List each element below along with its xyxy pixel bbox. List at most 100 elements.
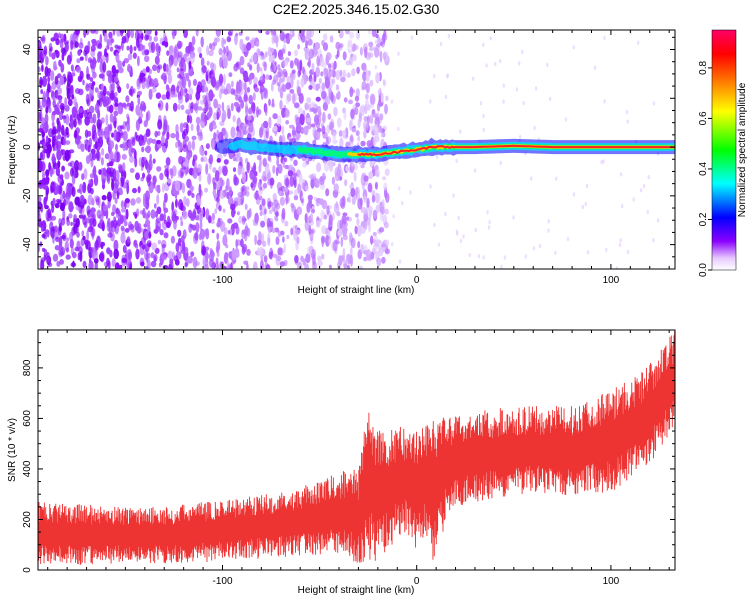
noise-blob <box>218 73 224 85</box>
noise-blob <box>267 265 271 269</box>
noise-speck <box>625 109 629 115</box>
noise-blob <box>194 261 200 266</box>
noise-blob <box>102 97 108 108</box>
noise-blob <box>333 60 337 70</box>
noise-blob <box>92 124 97 137</box>
noise-blob <box>332 131 337 141</box>
noise-speck <box>521 49 524 54</box>
noise-blob <box>341 255 345 262</box>
noise-blob <box>373 124 379 136</box>
noise-blob <box>74 30 80 36</box>
noise-blob <box>191 193 195 198</box>
noise-blob <box>375 72 380 84</box>
noise-blob <box>208 49 214 57</box>
noise-blob <box>335 54 339 60</box>
noise-blob <box>372 209 378 219</box>
noise-blob <box>296 236 300 244</box>
noise-blob <box>130 30 135 39</box>
noise-blob <box>109 46 114 52</box>
noise-blob <box>234 252 240 258</box>
noise-speck <box>538 243 542 249</box>
noise-blob <box>289 88 295 94</box>
noise-blob <box>230 102 234 112</box>
noise-blob <box>156 194 160 205</box>
noise-blob <box>230 126 236 139</box>
noise-blob <box>87 57 92 64</box>
noise-blob <box>50 185 53 194</box>
noise-blob <box>135 248 140 260</box>
noise-blob <box>165 63 169 73</box>
noise-blob <box>196 131 203 137</box>
noise-speck <box>637 40 640 45</box>
noise-blob <box>119 30 124 37</box>
noise-blob <box>252 53 257 63</box>
noise-blob <box>137 119 143 124</box>
noise-blob <box>289 60 294 69</box>
noise-blob <box>379 50 383 63</box>
noise-blob <box>113 239 119 252</box>
noise-blob <box>273 34 279 44</box>
noise-blob <box>263 182 268 189</box>
noise-blob <box>242 70 248 79</box>
noise-blob <box>108 152 114 164</box>
noise-blob <box>240 99 245 109</box>
noise-blob <box>252 261 258 269</box>
noise-blob <box>227 108 231 120</box>
noise-blob <box>256 154 262 161</box>
noise-blob <box>177 95 184 104</box>
noise-blob <box>79 56 84 61</box>
noise-blob <box>52 110 57 116</box>
noise-blob <box>104 131 109 139</box>
noise-speck <box>409 190 412 195</box>
noise-speck <box>519 134 522 140</box>
noise-blob <box>163 212 167 222</box>
noise-blob <box>121 177 124 187</box>
noise-blob <box>98 97 103 108</box>
noise-blob <box>272 125 278 132</box>
noise-blob <box>307 38 313 46</box>
noise-blob <box>264 208 267 215</box>
noise-blob <box>263 92 267 99</box>
noise-blob <box>83 110 87 114</box>
noise-blob <box>157 64 163 70</box>
noise-blob <box>248 74 253 85</box>
noise-speck <box>472 76 475 81</box>
noise-blob <box>90 188 94 195</box>
noise-blob <box>125 208 129 220</box>
noise-blob <box>72 260 75 268</box>
noise-blob <box>159 229 164 236</box>
noise-blob <box>188 61 192 70</box>
noise-blob <box>239 156 243 165</box>
noise-blob <box>90 63 95 70</box>
noise-blob <box>372 113 378 118</box>
noise-blob <box>65 254 71 260</box>
noise-blob <box>274 227 280 233</box>
noise-blob <box>295 229 301 235</box>
noise-blob <box>351 68 356 77</box>
noise-blob <box>242 129 248 136</box>
noise-blob <box>316 55 320 67</box>
noise-blob <box>197 46 202 54</box>
noise-blob <box>310 175 314 180</box>
noise-blob <box>336 117 342 128</box>
noise-speck <box>368 30 371 35</box>
noise-blob <box>239 55 245 66</box>
noise-blob <box>335 200 339 210</box>
noise-blob <box>271 206 276 212</box>
noise-blob <box>111 132 114 138</box>
noise-blob <box>240 81 245 90</box>
noise-blob <box>279 30 285 42</box>
noise-blob <box>241 215 246 225</box>
noise-blob <box>304 185 310 192</box>
noise-blob <box>291 69 296 74</box>
noise-speck <box>626 119 629 124</box>
noise-speck <box>473 168 477 173</box>
noise-blob <box>187 255 193 264</box>
noise-blob <box>61 234 66 240</box>
noise-blob <box>200 57 205 67</box>
noise-blob <box>257 189 263 196</box>
noise-blob <box>304 102 309 111</box>
noise-blob <box>66 237 69 242</box>
noise-blob <box>54 202 60 209</box>
noise-blob <box>360 104 366 117</box>
